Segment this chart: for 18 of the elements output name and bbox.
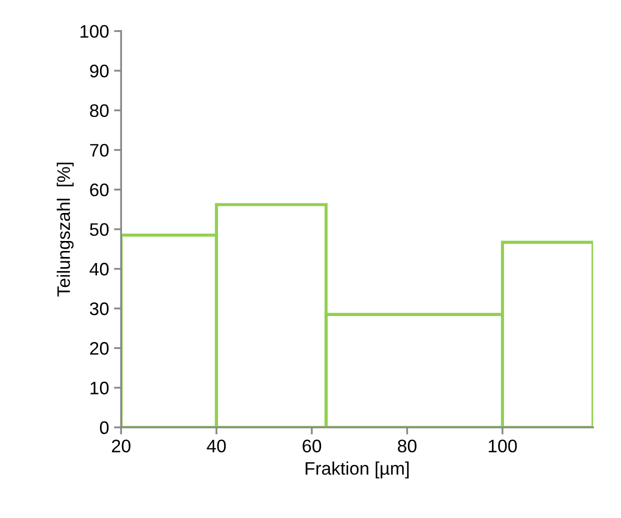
- x-axis-title: Fraktion [µm]: [306, 462, 409, 478]
- y-tick-label: 60: [90, 184, 109, 196]
- y-tick-label: 100: [80, 25, 109, 38]
- x-tick-label: 60: [302, 440, 322, 452]
- x-tick-label: 100: [488, 440, 517, 452]
- y-tick-label: 20: [90, 342, 109, 355]
- x-tick-label: 20: [112, 440, 130, 452]
- y-tick-label: 70: [90, 144, 109, 157]
- y-tick-label: 80: [90, 104, 109, 118]
- x-tick-label: 40: [206, 440, 226, 452]
- y-tick-label: 10: [90, 382, 109, 394]
- y-tick-label: 40: [90, 262, 109, 276]
- x-tick-label: 80: [398, 440, 416, 452]
- y-tick-label: 90: [90, 64, 109, 78]
- y-tick-label: 30: [90, 302, 109, 316]
- y-tick-label: 50: [90, 223, 109, 236]
- y-tick-label: 0: [100, 421, 109, 434]
- y-axis-title: Teilungszahl [%]: [56, 162, 74, 297]
